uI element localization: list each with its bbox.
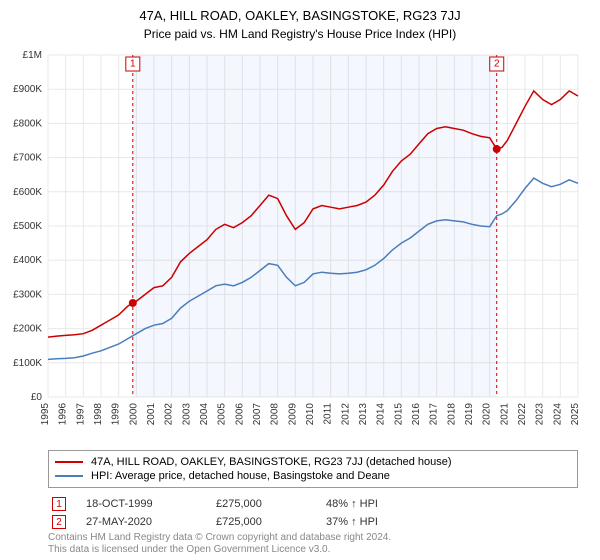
svg-text:2: 2 bbox=[494, 59, 500, 70]
svg-text:£600K: £600K bbox=[13, 187, 42, 198]
chart-container: 47A, HILL ROAD, OAKLEY, BASINGSTOKE, RG2… bbox=[0, 0, 600, 560]
transaction-row: 2 27-MAY-2020 £725,000 37% ↑ HPI bbox=[48, 513, 578, 531]
svg-text:2010: 2010 bbox=[305, 403, 316, 426]
svg-text:2013: 2013 bbox=[358, 403, 369, 426]
chart-title: 47A, HILL ROAD, OAKLEY, BASINGSTOKE, RG2… bbox=[0, 0, 600, 25]
legend-item: 47A, HILL ROAD, OAKLEY, BASINGSTOKE, RG2… bbox=[55, 455, 571, 469]
svg-text:2015: 2015 bbox=[393, 403, 404, 426]
svg-text:2004: 2004 bbox=[199, 403, 210, 426]
svg-text:£700K: £700K bbox=[13, 153, 42, 164]
svg-text:2006: 2006 bbox=[234, 403, 245, 426]
svg-text:2001: 2001 bbox=[146, 403, 157, 426]
svg-text:2011: 2011 bbox=[323, 403, 334, 425]
svg-text:£100K: £100K bbox=[13, 358, 42, 369]
svg-text:£300K: £300K bbox=[13, 289, 42, 300]
footer-attribution: Contains HM Land Registry data © Crown c… bbox=[48, 532, 578, 556]
transaction-pct: 37% ↑ HPI bbox=[326, 516, 436, 528]
svg-text:1998: 1998 bbox=[93, 403, 104, 426]
svg-text:2000: 2000 bbox=[128, 403, 139, 426]
svg-text:£800K: £800K bbox=[13, 118, 42, 129]
transaction-date: 27-MAY-2020 bbox=[86, 516, 196, 528]
svg-text:2018: 2018 bbox=[446, 403, 457, 426]
svg-text:2023: 2023 bbox=[535, 403, 546, 426]
transaction-pct: 48% ↑ HPI bbox=[326, 498, 436, 510]
legend-label: HPI: Average price, detached house, Basi… bbox=[91, 470, 390, 482]
legend-swatch bbox=[55, 475, 83, 477]
svg-text:1: 1 bbox=[130, 59, 136, 70]
svg-text:2024: 2024 bbox=[552, 403, 563, 426]
transactions-list: 1 18-OCT-1999 £275,000 48% ↑ HPI 2 27-MAY-202… bbox=[48, 495, 578, 531]
chart-plot-area: £0£100K£200K£300K£400K£500K£600K£700K£80… bbox=[48, 55, 578, 425]
svg-text:2022: 2022 bbox=[517, 403, 528, 426]
svg-text:2016: 2016 bbox=[411, 403, 422, 426]
svg-text:£1M: £1M bbox=[23, 50, 42, 61]
svg-text:1995: 1995 bbox=[40, 403, 51, 426]
footer-line-1: Contains HM Land Registry data © Crown c… bbox=[48, 532, 578, 544]
transaction-price: £275,000 bbox=[216, 498, 306, 510]
legend-item: HPI: Average price, detached house, Basi… bbox=[55, 469, 571, 483]
svg-text:2021: 2021 bbox=[499, 403, 510, 426]
legend-box: 47A, HILL ROAD, OAKLEY, BASINGSTOKE, RG2… bbox=[48, 450, 578, 488]
transaction-row: 1 18-OCT-1999 £275,000 48% ↑ HPI bbox=[48, 495, 578, 513]
svg-text:2008: 2008 bbox=[270, 403, 281, 426]
svg-text:2007: 2007 bbox=[252, 403, 263, 426]
svg-text:2025: 2025 bbox=[570, 403, 581, 426]
svg-text:2020: 2020 bbox=[482, 403, 493, 426]
legend-swatch bbox=[55, 461, 83, 463]
transaction-marker: 2 bbox=[52, 515, 66, 529]
svg-text:1996: 1996 bbox=[58, 403, 69, 426]
svg-text:2017: 2017 bbox=[429, 403, 440, 426]
svg-text:2019: 2019 bbox=[464, 403, 475, 426]
transaction-date: 18-OCT-1999 bbox=[86, 498, 196, 510]
transaction-marker: 1 bbox=[52, 497, 66, 511]
svg-text:£0: £0 bbox=[31, 392, 43, 403]
svg-text:£900K: £900K bbox=[13, 84, 42, 95]
svg-text:2002: 2002 bbox=[164, 403, 175, 426]
legend-label: 47A, HILL ROAD, OAKLEY, BASINGSTOKE, RG2… bbox=[91, 456, 452, 468]
svg-text:2012: 2012 bbox=[340, 403, 351, 426]
chart-subtitle: Price paid vs. HM Land Registry's House … bbox=[0, 25, 600, 41]
transaction-price: £725,000 bbox=[216, 516, 306, 528]
svg-text:1997: 1997 bbox=[75, 403, 86, 426]
footer-line-2: This data is licensed under the Open Gov… bbox=[48, 544, 578, 556]
chart-svg: £0£100K£200K£300K£400K£500K£600K£700K£80… bbox=[48, 55, 578, 425]
svg-text:1999: 1999 bbox=[111, 403, 122, 426]
svg-text:2003: 2003 bbox=[181, 403, 192, 426]
svg-text:2014: 2014 bbox=[376, 403, 387, 426]
svg-text:£500K: £500K bbox=[13, 221, 42, 232]
svg-text:2005: 2005 bbox=[217, 403, 228, 426]
svg-text:£400K: £400K bbox=[13, 255, 42, 266]
svg-text:£200K: £200K bbox=[13, 324, 42, 335]
svg-text:2009: 2009 bbox=[287, 403, 298, 426]
